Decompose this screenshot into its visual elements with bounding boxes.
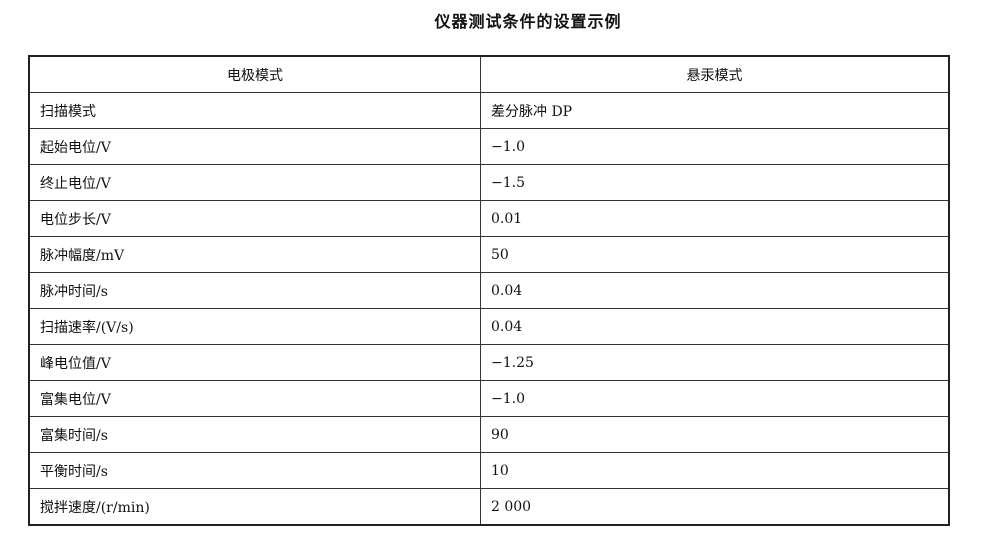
value-cell: −1.0: [480, 128, 950, 165]
value-cell: 50: [480, 236, 950, 273]
parameter-cell: 起始电位/V: [28, 128, 481, 165]
value-cell: 0.04: [480, 272, 950, 309]
table-row: 搅拌速度/(r/min) 2 000: [28, 488, 950, 526]
parameter-cell: 搅拌速度/(r/min): [28, 488, 481, 526]
parameter-cell: 扫描模式: [28, 92, 481, 129]
parameter-cell: 峰电位值/V: [28, 344, 481, 381]
table-row: 富集电位/V −1.0: [28, 380, 950, 417]
parameter-cell: 富集时间/s: [28, 416, 481, 453]
column-header: 悬汞模式: [480, 55, 950, 93]
value-cell: 90: [480, 416, 950, 453]
parameter-cell: 脉冲幅度/mV: [28, 236, 481, 273]
table-row: 起始电位/V −1.0: [28, 128, 950, 165]
table-row: 终止电位/V −1.5: [28, 164, 950, 201]
table-row: 扫描模式 差分脉冲 DP: [28, 92, 950, 129]
value-cell: 2 000: [480, 488, 950, 526]
table-row: 电位步长/V 0.01: [28, 200, 950, 237]
column-header: 电极模式: [28, 55, 481, 93]
value-cell: 10: [480, 452, 950, 489]
table-row: 脉冲时间/s 0.04: [28, 272, 950, 309]
table-row: 富集时间/s 90: [28, 416, 950, 453]
settings-table: 电极模式 悬汞模式 扫描模式 差分脉冲 DP 起始电位/V −1.0 终止电位/V −1.…: [28, 55, 950, 526]
table-row: 峰电位值/V −1.25: [28, 344, 950, 381]
value-cell: 0.04: [480, 308, 950, 345]
value-cell: 0.01: [480, 200, 950, 237]
table-row: 脉冲幅度/mV 50: [28, 236, 950, 273]
table-row: 平衡时间/s 10: [28, 452, 950, 489]
value-cell: 差分脉冲 DP: [480, 92, 950, 129]
value-cell: −1.0: [480, 380, 950, 417]
parameter-cell: 富集电位/V: [28, 380, 481, 417]
parameter-cell: 脉冲时间/s: [28, 272, 481, 309]
table-row: 扫描速率/(V/s) 0.04: [28, 308, 950, 345]
value-cell: −1.5: [480, 164, 950, 201]
parameter-cell: 平衡时间/s: [28, 452, 481, 489]
parameter-cell: 终止电位/V: [28, 164, 481, 201]
table-title: 仪器测试条件的设置示例: [434, 12, 622, 31]
parameter-cell: 电位步长/V: [28, 200, 481, 237]
table-header-row: 电极模式 悬汞模式: [28, 55, 950, 93]
parameter-cell: 扫描速率/(V/s): [28, 308, 481, 345]
value-cell: −1.25: [480, 344, 950, 381]
